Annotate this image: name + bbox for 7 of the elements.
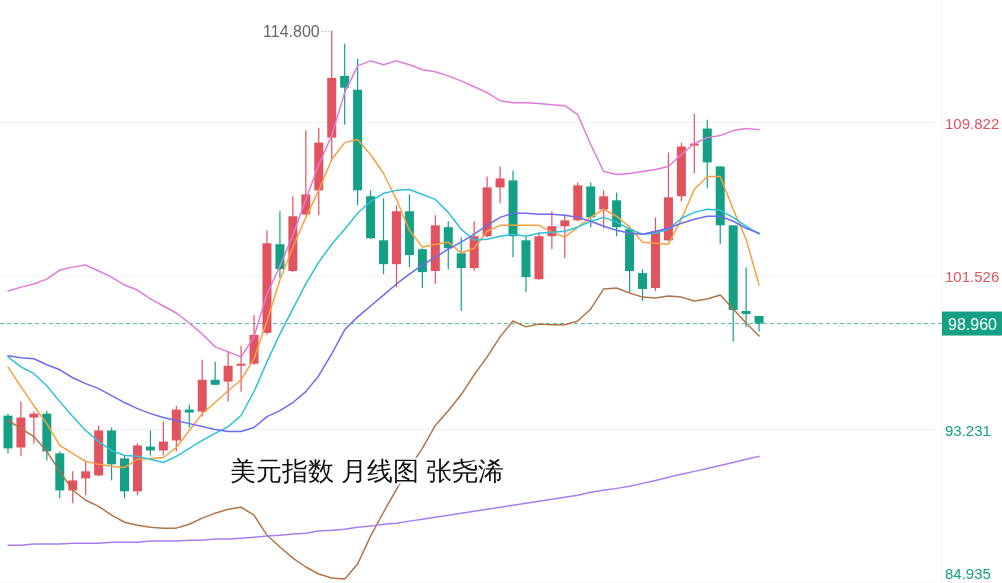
ytick: 93.231	[945, 421, 991, 439]
ref-label: 98.960	[942, 311, 1002, 336]
ytick: 84.935	[945, 565, 991, 582]
ref-line-label: 98.960	[948, 315, 998, 333]
ytick: 109.822	[945, 114, 1000, 132]
annotation: 114.800	[263, 22, 320, 40]
ytick: 101.526	[945, 268, 1000, 286]
